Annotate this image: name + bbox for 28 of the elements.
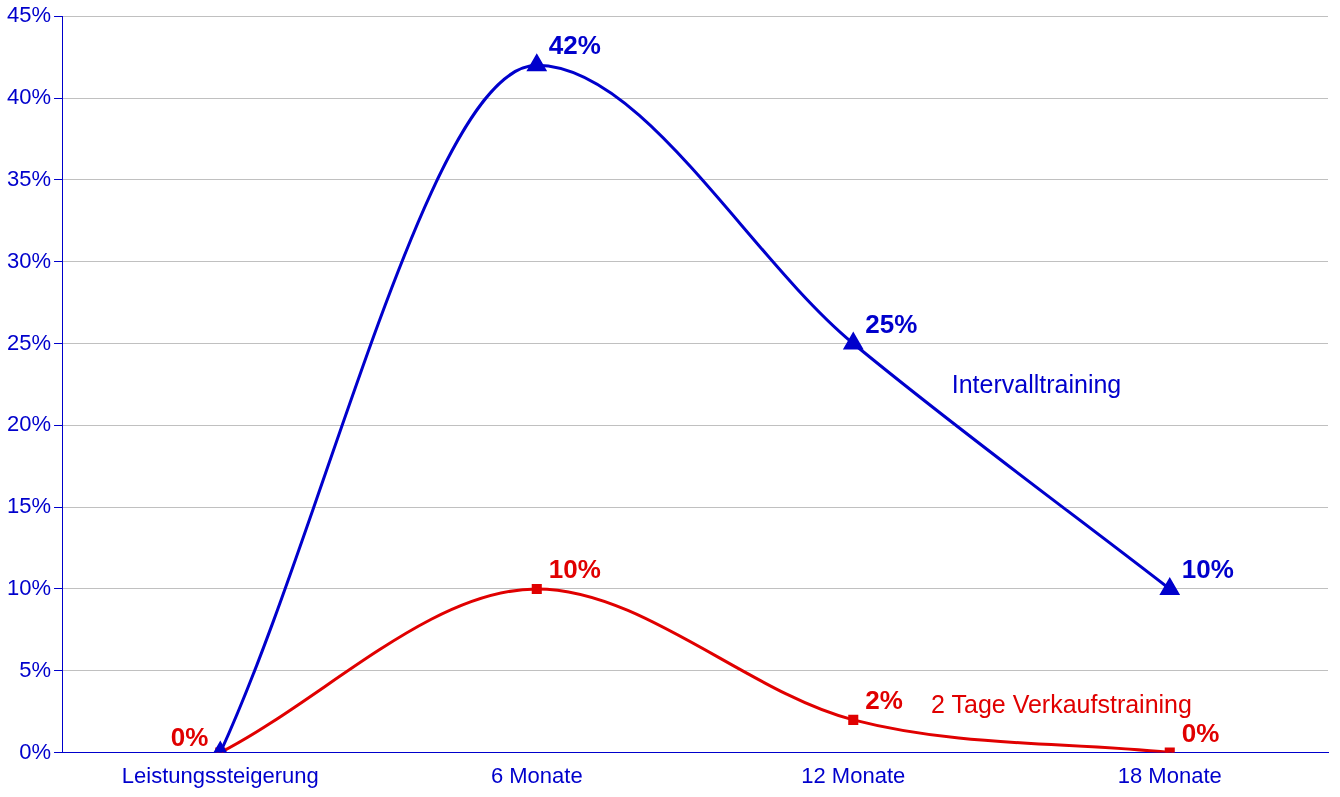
x-tick-label: Leistungssteigerung: [121, 762, 319, 788]
point: [848, 714, 859, 725]
x-tick-label: 18 Monate: [1117, 762, 1222, 788]
point: [843, 332, 863, 350]
y-tick-label: 40%: [6, 84, 52, 110]
x-tick-label: 12 Monate: [801, 762, 906, 788]
point: [1160, 578, 1180, 595]
x-tick-label: 6 Monate: [490, 762, 583, 788]
data-label: 10%: [1181, 554, 1234, 585]
data-label: 0%: [170, 721, 209, 752]
y-tick-label: 30%: [6, 247, 52, 273]
y-tick-label: 0%: [19, 738, 52, 764]
y-tick-label: 25%: [6, 329, 52, 355]
point: [531, 583, 542, 594]
data-label: 25%: [865, 308, 918, 339]
data-label: 0%: [1181, 717, 1220, 748]
y-tick-label: 10%: [6, 575, 52, 601]
series-label: Intervalltraining: [951, 370, 1122, 399]
y-tick-label: 35%: [6, 165, 52, 191]
y-tick-label: 45%: [6, 2, 52, 28]
y-tick-label: 5%: [19, 656, 52, 682]
data-label: 2%: [865, 685, 903, 716]
data-label: 42%: [548, 30, 601, 61]
y-tick-label: 20%: [6, 411, 52, 437]
point: [527, 54, 547, 72]
y-tick-label: 15%: [6, 493, 52, 519]
data-label: 10%: [548, 554, 601, 585]
series-label: 2 Tage Verkaufstraining: [931, 690, 1192, 719]
